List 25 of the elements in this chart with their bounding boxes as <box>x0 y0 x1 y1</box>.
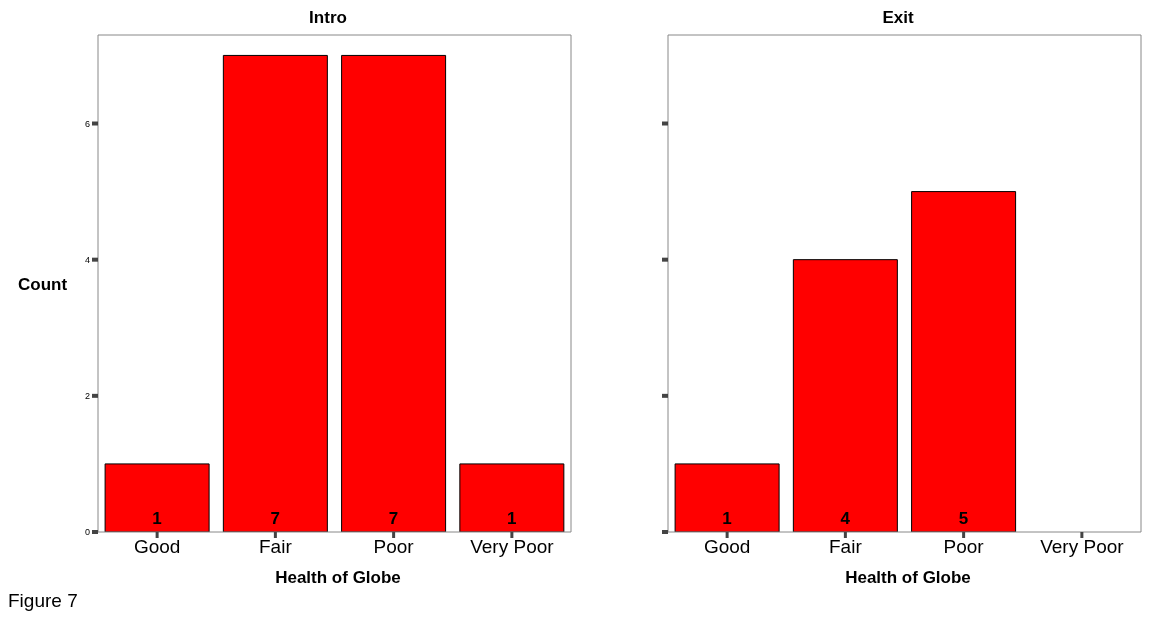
x-tick-label: Poor <box>943 536 985 558</box>
data-label: 7 <box>270 509 281 528</box>
x-tick-label: Very Poor <box>470 536 555 558</box>
y-axis-title: Count <box>18 274 68 294</box>
data-label: 1 <box>152 509 162 528</box>
x-tick-label: Poor <box>373 536 415 558</box>
data-label: 1 <box>507 509 517 528</box>
y-tick-label: 4 <box>84 254 90 265</box>
y-tick-label: 2 <box>84 391 90 402</box>
chart-title: Intro <box>308 8 348 28</box>
data-label: 4 <box>840 509 851 528</box>
data-label: 7 <box>388 509 399 528</box>
y-tick-label: 0 <box>84 527 90 538</box>
x-tick-label: Fair <box>259 536 293 558</box>
chart-title: Exit <box>881 8 915 28</box>
data-label: 1 <box>722 509 732 528</box>
x-axis-title: Health of Globe <box>274 568 402 588</box>
x-tick-label: Fair <box>829 536 863 558</box>
x-tick-label: Good <box>703 536 751 558</box>
x-axis-title: Health of Globe <box>844 568 972 588</box>
data-label: 5 <box>958 509 969 528</box>
x-tick-label: Good <box>133 536 181 558</box>
caption: Figure 7 <box>8 590 79 612</box>
y-tick-label: 6 <box>84 118 90 129</box>
x-tick-label: Very Poor <box>1040 536 1125 558</box>
